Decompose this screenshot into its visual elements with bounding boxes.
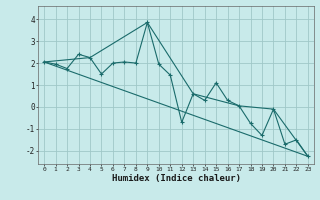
X-axis label: Humidex (Indice chaleur): Humidex (Indice chaleur) [111,174,241,183]
